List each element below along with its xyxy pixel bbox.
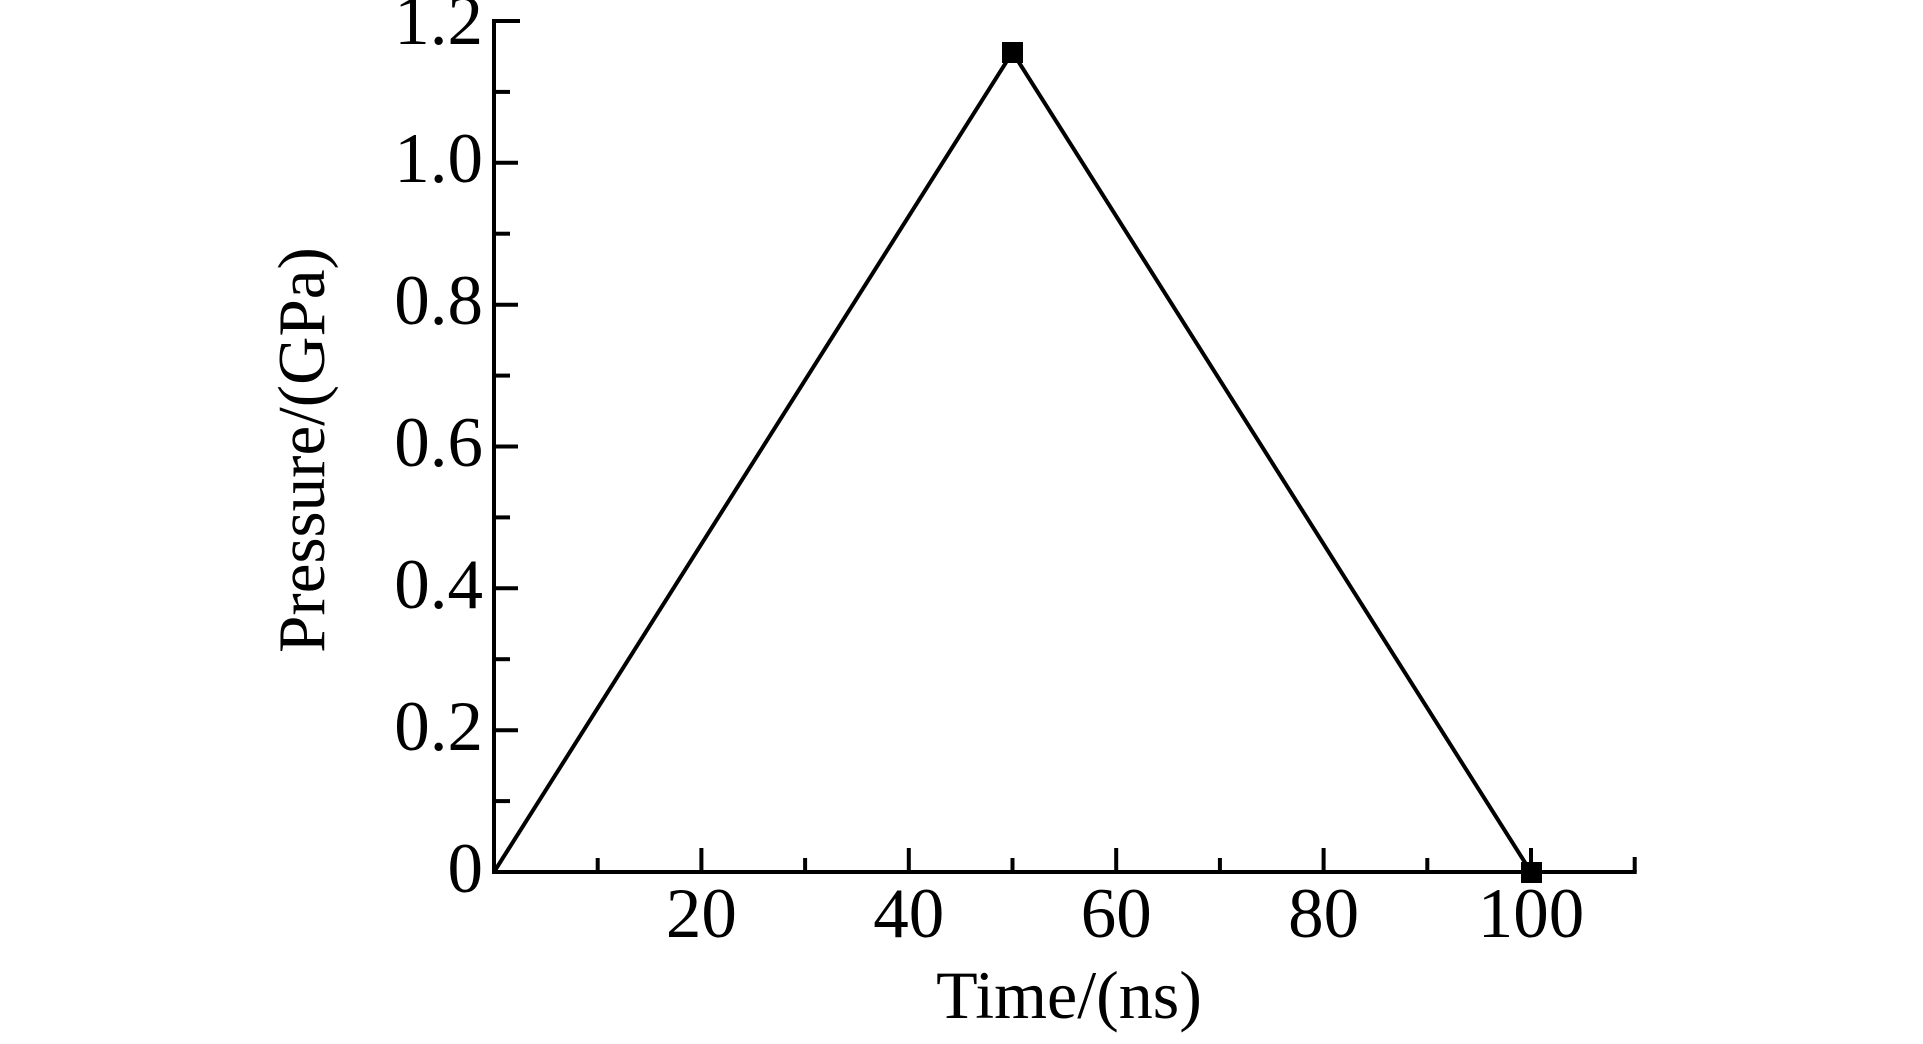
svg-text:0.2: 0.2 <box>394 688 483 766</box>
svg-text:0.6: 0.6 <box>394 404 483 482</box>
svg-text:40: 40 <box>873 875 944 953</box>
svg-text:1.0: 1.0 <box>394 120 483 198</box>
svg-text:20: 20 <box>666 875 737 953</box>
svg-text:Time/(ns): Time/(ns) <box>936 957 1202 1033</box>
svg-text:1.2: 1.2 <box>394 0 483 60</box>
svg-text:0.4: 0.4 <box>394 546 483 624</box>
svg-text:0: 0 <box>448 830 484 908</box>
svg-text:100: 100 <box>1478 875 1585 953</box>
svg-text:60: 60 <box>1081 875 1152 953</box>
svg-text:Pressure/(GPa): Pressure/(GPa) <box>265 247 339 653</box>
svg-text:0.8: 0.8 <box>394 262 483 340</box>
svg-text:80: 80 <box>1288 875 1359 953</box>
